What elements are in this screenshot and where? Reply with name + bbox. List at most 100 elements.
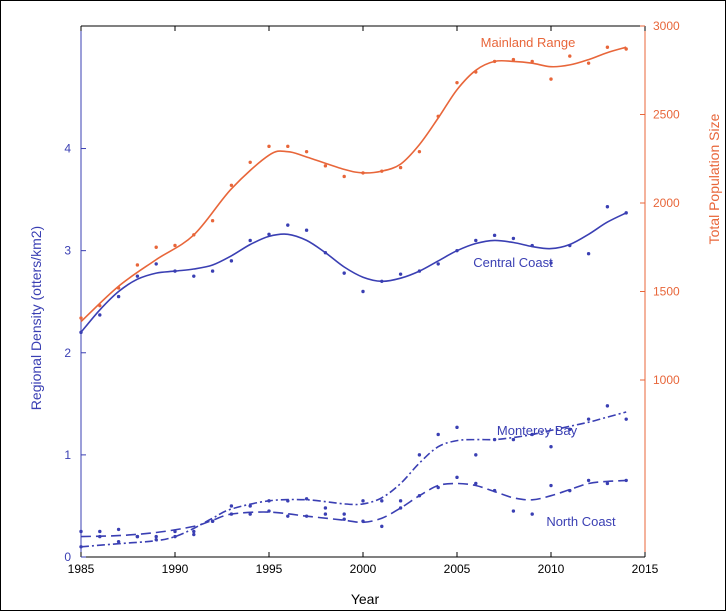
data-point-north-coast [605, 481, 610, 486]
y-left-tick-label: 1 [64, 448, 71, 462]
data-point-mainland-range [398, 165, 403, 170]
series-line-monterey-bay [80, 411, 627, 548]
data-point-central-coast [624, 211, 628, 215]
series-label-monterey-bay: Monterey Bay [497, 423, 578, 438]
data-point-monterey-bay [455, 425, 459, 430]
data-point-monterey-bay [586, 417, 591, 421]
data-point-north-coast [436, 485, 440, 490]
y-axis-left-label: Regional Density (otters/km2) [28, 226, 44, 410]
data-point-mainland-range [210, 219, 215, 223]
data-point-monterey-bay [154, 537, 158, 542]
data-point-central-coast [98, 313, 102, 317]
data-point-north-coast [79, 529, 83, 534]
series-layer [79, 45, 628, 549]
data-point-central-coast [511, 236, 516, 241]
series-label-mainland-range: Mainland Range [481, 35, 576, 50]
data-point-mainland-range [116, 286, 121, 290]
data-point-central-coast [192, 274, 196, 278]
data-point-north-coast [511, 509, 516, 513]
x-tick-label: 2005 [444, 562, 471, 576]
data-point-north-coast [455, 475, 459, 480]
data-point-mainland-range [511, 57, 516, 62]
data-point-central-coast [417, 269, 422, 273]
data-point-central-coast [436, 262, 440, 266]
data-point-mainland-range [248, 160, 252, 164]
x-tick-label: 2000 [350, 562, 377, 576]
data-point-north-coast [323, 512, 328, 516]
data-point-monterey-bay [98, 529, 102, 534]
data-point-monterey-bay [116, 539, 121, 544]
data-point-central-coast [474, 238, 478, 243]
data-point-mainland-range [79, 316, 83, 320]
data-point-mainland-range [549, 77, 553, 81]
data-point-central-coast [267, 232, 271, 237]
data-point-monterey-bay [342, 512, 346, 516]
data-point-monterey-bay [605, 404, 610, 408]
data-point-mainland-range [417, 149, 422, 154]
data-point-central-coast [248, 238, 252, 243]
data-point-mainland-range [492, 59, 497, 64]
data-point-mainland-range [380, 169, 384, 173]
data-point-north-coast [398, 506, 403, 510]
data-point-central-coast [342, 271, 346, 275]
data-point-monterey-bay [474, 453, 478, 457]
data-point-mainland-range [586, 61, 591, 65]
data-point-mainland-range [605, 45, 610, 49]
data-point-central-coast [568, 243, 572, 248]
data-point-north-coast [549, 483, 553, 488]
y-left-tick-label: 4 [64, 142, 71, 156]
data-point-central-coast [398, 272, 403, 276]
data-point-north-coast [154, 534, 158, 539]
series-label-central-coast: Central Coast [473, 255, 553, 270]
data-point-central-coast [210, 269, 215, 273]
data-point-central-coast [605, 205, 610, 209]
data-point-mainland-range [568, 54, 572, 58]
data-point-mainland-range [135, 263, 140, 267]
y-right-tick-label: 3000 [653, 19, 680, 33]
data-point-mainland-range [530, 59, 534, 64]
data-point-north-coast [380, 524, 384, 529]
data-point-mainland-range [192, 233, 196, 237]
data-point-monterey-bay [323, 506, 328, 510]
y-left-tick-label: 3 [64, 244, 71, 258]
data-point-central-coast [455, 248, 459, 253]
data-point-north-coast [135, 534, 140, 539]
data-point-north-coast [267, 509, 271, 513]
y-right-tick-label: 2500 [653, 108, 680, 122]
data-point-monterey-bay [79, 545, 83, 549]
data-point-central-coast [380, 279, 384, 283]
x-axis-label: Year [351, 591, 380, 607]
data-point-mainland-range [624, 47, 628, 51]
data-point-north-coast [492, 488, 497, 493]
data-point-monterey-bay [173, 534, 177, 539]
data-point-central-coast [229, 259, 234, 263]
data-point-central-coast [173, 269, 177, 273]
data-point-north-coast [210, 519, 215, 523]
data-point-mainland-range [474, 70, 478, 74]
data-point-monterey-bay [286, 499, 290, 503]
data-point-central-coast [586, 252, 591, 256]
tick-layer: 1985 1990 1995 2000 2005 2010 2015 0 1 2 3 4 1000 150… [64, 19, 680, 576]
x-tick-label: 1990 [162, 562, 189, 576]
y-right-tick-label: 1500 [653, 285, 680, 299]
data-point-north-coast [304, 514, 309, 518]
data-point-mainland-range [98, 303, 102, 308]
data-point-monterey-bay [267, 499, 271, 503]
data-point-mainland-range [173, 243, 177, 248]
series-label-north-coast: North Coast [546, 514, 616, 529]
data-point-north-coast [530, 512, 534, 516]
x-tick-label: 1985 [68, 562, 95, 576]
data-point-mainland-range [342, 174, 346, 179]
data-point-north-coast [116, 527, 121, 532]
data-point-monterey-bay [436, 432, 440, 437]
data-point-monterey-bay [380, 499, 384, 503]
data-point-monterey-bay [530, 432, 534, 437]
y-right-tick-label: 1000 [653, 373, 680, 387]
data-point-north-coast [248, 512, 252, 516]
data-point-central-coast [154, 262, 158, 266]
x-tick-label: 2015 [632, 562, 659, 576]
data-point-mainland-range [267, 144, 271, 149]
data-point-monterey-bay [549, 445, 553, 449]
data-point-north-coast [229, 512, 234, 516]
